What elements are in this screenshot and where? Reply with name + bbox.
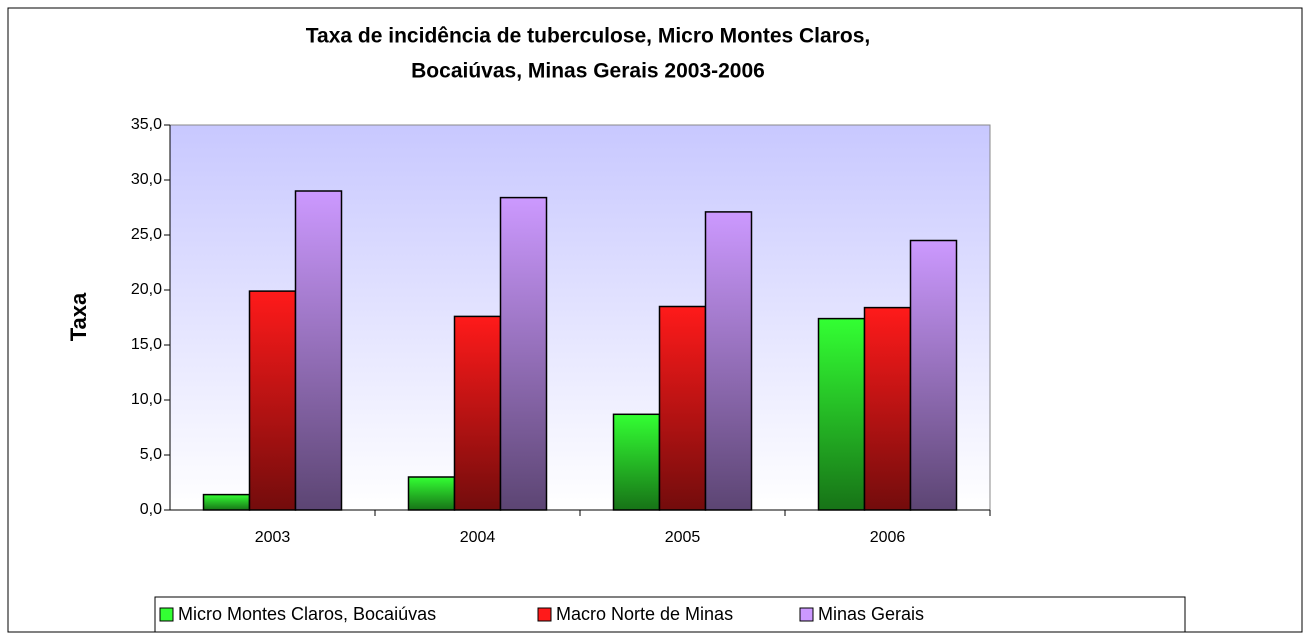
- legend-label: Macro Norte de Minas: [556, 604, 733, 624]
- bar: [817, 317, 866, 511]
- bar: [453, 315, 502, 511]
- y-tick-label: 25,0: [131, 226, 162, 243]
- bar: [863, 306, 912, 511]
- bar: [294, 190, 343, 511]
- bar: [612, 413, 661, 511]
- y-tick-label: 35,0: [131, 116, 162, 133]
- bar: [909, 239, 958, 511]
- y-tick-label: 20,0: [131, 281, 162, 298]
- bar: [499, 196, 548, 511]
- y-axis-label: Taxa: [66, 292, 91, 341]
- x-tick-label: 2004: [460, 529, 496, 546]
- legend-label: Minas Gerais: [818, 604, 924, 624]
- legend-swatch: [537, 607, 552, 622]
- x-tick-label: 2003: [255, 529, 291, 546]
- legend: [154, 596, 1186, 633]
- x-tick-label: 2005: [665, 529, 701, 546]
- y-tick-label: 0,0: [140, 501, 162, 518]
- bar: [407, 476, 456, 511]
- y-tick-label: 30,0: [131, 171, 162, 188]
- y-tick-label: 15,0: [131, 336, 162, 353]
- y-tick-label: 10,0: [131, 391, 162, 408]
- y-tick-label: 5,0: [140, 446, 162, 463]
- bar: [704, 211, 753, 511]
- bar: [658, 305, 707, 511]
- legend-label: Micro Montes Claros, Bocaiúvas: [178, 604, 436, 624]
- x-tick-label: 2006: [870, 529, 906, 546]
- legend-swatch: [799, 607, 814, 622]
- chart-title: Taxa de incidência de tuberculose, Micro…: [306, 25, 870, 48]
- legend-swatch: [159, 607, 174, 622]
- chart-title: Bocaiúvas, Minas Gerais 2003-2006: [411, 60, 765, 83]
- bar: [248, 290, 297, 511]
- bar: [202, 493, 251, 511]
